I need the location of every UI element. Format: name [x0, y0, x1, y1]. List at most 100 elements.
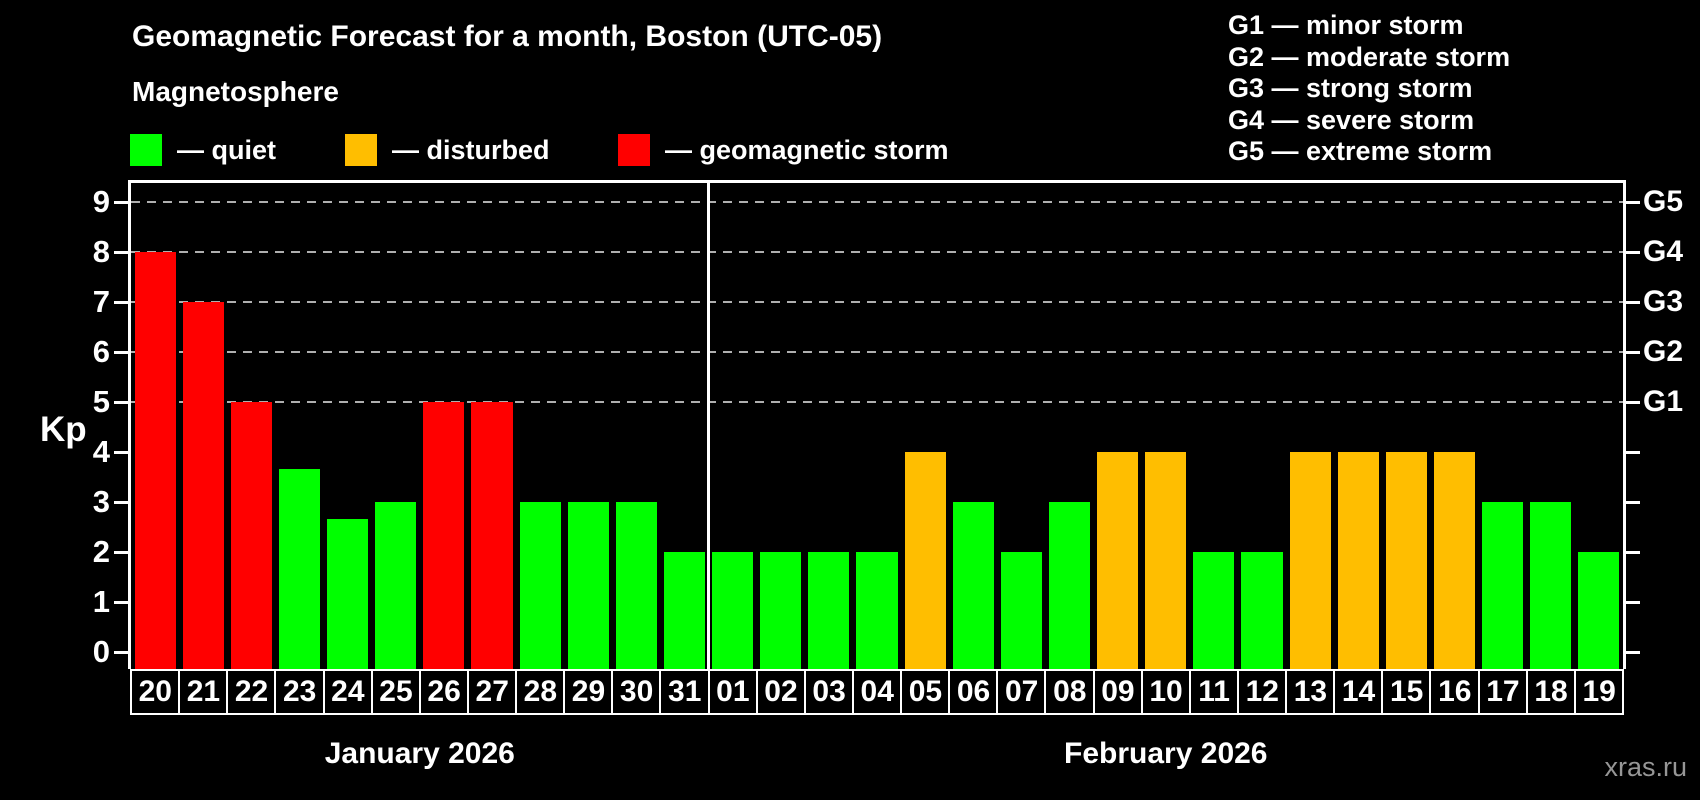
- kp-bar-jan-25: [375, 502, 417, 669]
- date-label-jan-31: 31: [659, 669, 711, 715]
- legend-disturbed-label: — disturbed: [392, 134, 550, 165]
- g-legend-line-g2: G2 — moderate storm: [1228, 41, 1511, 72]
- kp-bar-jan-26: [423, 402, 465, 669]
- kp-bar-jan-31: [663, 552, 706, 669]
- plot-border-left: [128, 180, 131, 669]
- date-label-jan-27: 27: [466, 669, 518, 715]
- kp-bar-feb-15: [1385, 452, 1427, 669]
- y-tick-left-3: [114, 500, 128, 504]
- chart-title: Geomagnetic Forecast for a month, Boston…: [132, 20, 883, 53]
- kp-bar-feb-03: [808, 552, 850, 669]
- kp-bar-feb-14: [1337, 452, 1379, 669]
- kp-bar-jan-29: [567, 502, 609, 669]
- kp-bar-feb-09: [1097, 452, 1139, 669]
- date-label-feb-16: 16: [1429, 669, 1481, 715]
- kp-bar-feb-12: [1241, 552, 1283, 669]
- kp-bar-feb-05: [904, 452, 946, 669]
- date-label-feb-04: 04: [851, 669, 903, 715]
- date-label-feb-05: 05: [900, 669, 951, 715]
- quiet-swatch-icon: [130, 134, 162, 166]
- date-label-feb-08: 08: [1044, 669, 1096, 715]
- date-label-feb-02: 02: [755, 669, 807, 715]
- gridline-kp5: [131, 401, 1623, 403]
- date-label-feb-09: 09: [1092, 669, 1144, 715]
- y-tick-left-9: [114, 200, 128, 204]
- y-tick-label-1: 1: [92, 584, 110, 619]
- g-axis-label-g4: G4: [1643, 235, 1684, 268]
- y-tick-right-1: [1626, 600, 1640, 604]
- y-axis-title-kp: Kp: [40, 410, 87, 449]
- date-label-feb-06: 06: [948, 669, 999, 715]
- kp-bar-feb-17: [1482, 502, 1524, 669]
- kp-bar-feb-06: [952, 502, 994, 669]
- kp-bar-feb-18: [1530, 502, 1572, 669]
- g-axis-label-g5: G5: [1643, 185, 1684, 218]
- g-legend-line-g4: G4 — severe storm: [1228, 104, 1475, 135]
- kp-bar-feb-02: [760, 552, 802, 669]
- kp-bar-feb-11: [1193, 552, 1235, 669]
- date-label-feb-07: 07: [996, 669, 1047, 715]
- y-tick-left-7: [114, 300, 128, 304]
- y-tick-label-0: 0: [92, 634, 110, 669]
- y-tick-right-6: [1626, 350, 1640, 354]
- month-label-january-2026: January 2026: [324, 737, 515, 770]
- kp-bar-jan-20: [134, 252, 176, 669]
- y-tick-label-6: 6: [92, 334, 110, 369]
- gridline-kp9: [131, 201, 1623, 203]
- disturbed-swatch-icon: [345, 134, 377, 166]
- magnetosphere-label: Magnetosphere: [132, 76, 339, 107]
- gridline-kp8: [131, 251, 1623, 253]
- date-label-feb-13: 13: [1285, 669, 1336, 715]
- legend-item-storm: — geomagnetic storm: [618, 133, 949, 167]
- plot-border-right: [1623, 180, 1626, 669]
- g-legend-line-g5: G5 — extreme storm: [1228, 136, 1493, 166]
- date-label-jan-25: 25: [370, 669, 422, 715]
- y-tick-left-6: [114, 350, 128, 354]
- date-label-jan-29: 29: [563, 669, 614, 715]
- month-label-february-2026: February 2026: [1064, 737, 1268, 770]
- g-axis-label-g1: G1: [1643, 385, 1684, 418]
- g-axis-label-g3: G3: [1643, 285, 1684, 318]
- kp-bar-jan-24: [327, 518, 369, 669]
- month-divider: [707, 183, 711, 669]
- kp-bar-jan-30: [615, 502, 657, 669]
- date-label-jan-20: 20: [130, 669, 181, 715]
- g-legend-line-g3: G3 — strong storm: [1228, 73, 1473, 103]
- legend-item-quiet: — quiet: [130, 133, 276, 167]
- y-tick-left-5: [114, 400, 128, 404]
- y-tick-label-2: 2: [92, 534, 110, 569]
- date-label-feb-15: 15: [1381, 669, 1432, 715]
- date-label-feb-01: 01: [707, 669, 759, 715]
- kp-bar-feb-16: [1433, 452, 1476, 669]
- date-label-feb-17: 17: [1477, 669, 1529, 715]
- date-label-jan-21: 21: [178, 669, 229, 715]
- date-label-jan-30: 30: [611, 669, 662, 715]
- date-label-jan-26: 26: [418, 669, 470, 715]
- date-label-feb-11: 11: [1188, 669, 1240, 715]
- kp-bar-jan-22: [230, 402, 272, 669]
- date-label-jan-22: 22: [226, 669, 277, 715]
- date-label-jan-28: 28: [515, 669, 566, 715]
- kp-bar-feb-19: [1578, 552, 1620, 669]
- y-tick-right-8: [1626, 250, 1640, 254]
- date-label-feb-18: 18: [1525, 669, 1577, 715]
- y-tick-label-4: 4: [92, 434, 110, 469]
- date-label-feb-10: 10: [1140, 669, 1192, 715]
- y-tick-left-4: [114, 450, 128, 454]
- storm-swatch-icon: [618, 134, 650, 166]
- date-label-jan-24: 24: [322, 669, 374, 715]
- date-label-feb-03: 03: [803, 669, 855, 715]
- kp-bar-feb-13: [1289, 452, 1331, 669]
- kp-bar-jan-23: [278, 468, 320, 669]
- legend-item-disturbed: — disturbed: [345, 133, 550, 167]
- y-tick-right-0: [1626, 650, 1640, 654]
- date-label-feb-14: 14: [1333, 669, 1384, 715]
- plot-border-top: [128, 180, 1626, 183]
- y-tick-right-2: [1626, 550, 1640, 554]
- gridline-kp6: [131, 351, 1623, 353]
- kp-bar-jan-28: [519, 502, 561, 669]
- gridline-kp7: [131, 301, 1623, 303]
- kp-bar-feb-04: [856, 552, 898, 669]
